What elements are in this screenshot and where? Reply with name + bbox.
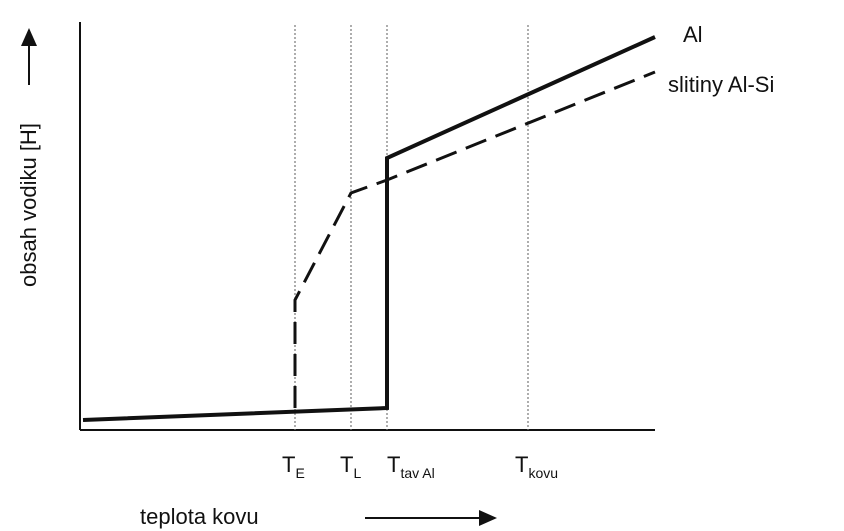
y-axis-label: obsah vodiku [H] [16, 123, 41, 287]
x-label: Tkovu [515, 452, 558, 481]
label-al: Al [683, 22, 703, 47]
al-curve [82, 35, 656, 422]
x-label: TL [340, 452, 361, 481]
x-axis-label: teplota kovu [140, 504, 259, 529]
alsi-curve [293, 70, 656, 408]
x-label: Ttav Al [387, 452, 435, 481]
x-label: TE [282, 452, 305, 481]
label-alsi: slitiny Al-Si [668, 72, 774, 97]
